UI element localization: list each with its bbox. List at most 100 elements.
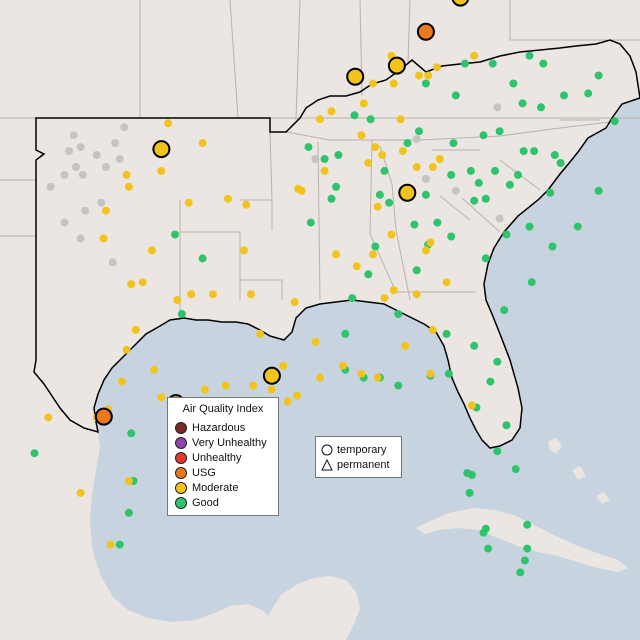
site-marker-moderate[interactable] bbox=[198, 139, 207, 148]
site-marker-no-data[interactable] bbox=[120, 123, 129, 132]
site-marker-no-data[interactable] bbox=[81, 206, 90, 215]
site-marker-good[interactable] bbox=[447, 170, 456, 179]
site-marker-moderate[interactable] bbox=[200, 385, 209, 394]
site-marker-moderate[interactable] bbox=[256, 329, 265, 338]
site-marker-good[interactable] bbox=[127, 429, 136, 438]
temporary-site-marker-moderate[interactable] bbox=[387, 56, 406, 75]
site-marker-good[interactable] bbox=[466, 166, 475, 175]
site-marker-no-data[interactable] bbox=[92, 151, 101, 159]
site-marker-moderate[interactable] bbox=[283, 397, 292, 406]
site-marker-good[interactable] bbox=[548, 242, 557, 251]
site-marker-moderate[interactable] bbox=[426, 238, 435, 247]
site-marker-moderate[interactable] bbox=[412, 163, 421, 171]
site-marker-good[interactable] bbox=[486, 377, 495, 386]
site-marker-moderate[interactable] bbox=[118, 377, 126, 386]
site-marker-moderate[interactable] bbox=[124, 182, 133, 191]
site-marker-moderate[interactable] bbox=[122, 170, 131, 179]
site-marker-good[interactable] bbox=[465, 488, 474, 497]
site-marker-good[interactable] bbox=[334, 151, 343, 159]
site-marker-moderate[interactable] bbox=[428, 163, 437, 171]
site-marker-good[interactable] bbox=[198, 254, 207, 263]
site-marker-good[interactable] bbox=[584, 89, 593, 98]
site-marker-no-data[interactable] bbox=[111, 139, 120, 148]
site-marker-good[interactable] bbox=[539, 59, 548, 68]
site-marker-moderate[interactable] bbox=[387, 230, 396, 239]
site-marker-good[interactable] bbox=[371, 242, 380, 251]
site-marker-good[interactable] bbox=[304, 143, 313, 152]
site-marker-moderate[interactable] bbox=[373, 202, 382, 211]
site-marker-moderate[interactable] bbox=[240, 246, 248, 255]
site-marker-good[interactable] bbox=[415, 127, 423, 136]
site-marker-good[interactable] bbox=[556, 159, 565, 167]
site-marker-moderate[interactable] bbox=[371, 143, 380, 152]
site-marker-good[interactable] bbox=[320, 155, 329, 163]
site-marker-moderate[interactable] bbox=[389, 79, 398, 88]
site-marker-moderate[interactable] bbox=[164, 119, 173, 128]
site-marker-no-data[interactable] bbox=[412, 135, 421, 144]
temporary-site-marker-usg[interactable] bbox=[416, 22, 435, 41]
site-marker-good[interactable] bbox=[364, 270, 373, 279]
site-marker-moderate[interactable] bbox=[421, 246, 430, 255]
site-marker-moderate[interactable] bbox=[389, 286, 398, 295]
site-marker-moderate[interactable] bbox=[157, 166, 166, 175]
site-marker-moderate[interactable] bbox=[267, 385, 276, 394]
site-marker-moderate[interactable] bbox=[442, 278, 451, 287]
site-marker-moderate[interactable] bbox=[435, 155, 444, 163]
site-marker-moderate[interactable] bbox=[316, 373, 324, 382]
site-marker-good[interactable] bbox=[516, 568, 525, 577]
site-marker-good[interactable] bbox=[537, 103, 545, 112]
site-marker-good[interactable] bbox=[474, 178, 483, 187]
site-marker-moderate[interactable] bbox=[327, 107, 336, 116]
site-marker-moderate[interactable] bbox=[246, 290, 255, 299]
site-marker-moderate[interactable] bbox=[147, 246, 156, 255]
site-marker-good[interactable] bbox=[385, 198, 394, 207]
site-marker-good[interactable] bbox=[433, 218, 442, 227]
site-marker-moderate[interactable] bbox=[316, 115, 324, 124]
site-marker-moderate[interactable] bbox=[378, 151, 387, 159]
site-marker-good[interactable] bbox=[124, 508, 133, 517]
site-marker-moderate[interactable] bbox=[294, 184, 303, 193]
site-marker-good[interactable] bbox=[410, 220, 419, 229]
site-marker-good[interactable] bbox=[610, 117, 619, 126]
site-marker-no-data[interactable] bbox=[65, 147, 74, 156]
site-marker-no-data[interactable] bbox=[101, 163, 110, 171]
site-marker-good[interactable] bbox=[488, 59, 497, 68]
site-marker-good[interactable] bbox=[444, 369, 453, 378]
site-marker-moderate[interactable] bbox=[293, 391, 301, 400]
site-marker-good[interactable] bbox=[421, 79, 430, 88]
site-marker-moderate[interactable] bbox=[101, 206, 110, 215]
site-marker-moderate[interactable] bbox=[368, 79, 377, 88]
site-marker-good[interactable] bbox=[375, 190, 384, 199]
site-marker-no-data[interactable] bbox=[311, 155, 320, 163]
site-marker-moderate[interactable] bbox=[157, 393, 166, 402]
site-marker-good[interactable] bbox=[493, 447, 502, 456]
temporary-site-marker-usg[interactable] bbox=[94, 407, 113, 426]
site-marker-moderate[interactable] bbox=[357, 369, 366, 378]
site-marker-good[interactable] bbox=[509, 79, 518, 88]
site-marker-moderate[interactable] bbox=[415, 71, 423, 80]
site-marker-good[interactable] bbox=[514, 170, 522, 179]
site-marker-moderate[interactable] bbox=[187, 290, 196, 299]
site-marker-good[interactable] bbox=[495, 127, 504, 136]
site-marker-good[interactable] bbox=[594, 186, 603, 195]
site-marker-moderate[interactable] bbox=[127, 280, 136, 289]
site-marker-good[interactable] bbox=[518, 99, 527, 108]
site-marker-good[interactable] bbox=[502, 230, 511, 239]
site-marker-moderate[interactable] bbox=[428, 325, 437, 334]
site-marker-good[interactable] bbox=[479, 528, 488, 537]
site-marker-moderate[interactable] bbox=[357, 131, 366, 140]
site-marker-good[interactable] bbox=[519, 147, 528, 156]
site-marker-no-data[interactable] bbox=[69, 131, 78, 140]
site-marker-good[interactable] bbox=[481, 194, 490, 203]
site-marker-good[interactable] bbox=[447, 232, 456, 241]
site-marker-moderate[interactable] bbox=[173, 296, 182, 305]
site-marker-good[interactable] bbox=[461, 59, 469, 68]
site-marker-no-data[interactable] bbox=[60, 218, 69, 227]
temporary-site-marker-moderate[interactable] bbox=[398, 183, 417, 202]
site-marker-moderate[interactable] bbox=[223, 194, 232, 203]
site-marker-no-data[interactable] bbox=[76, 234, 85, 243]
temporary-site-marker-moderate[interactable] bbox=[152, 140, 171, 159]
site-marker-moderate[interactable] bbox=[364, 159, 373, 167]
site-marker-no-data[interactable] bbox=[493, 103, 502, 112]
site-marker-moderate[interactable] bbox=[380, 294, 389, 303]
